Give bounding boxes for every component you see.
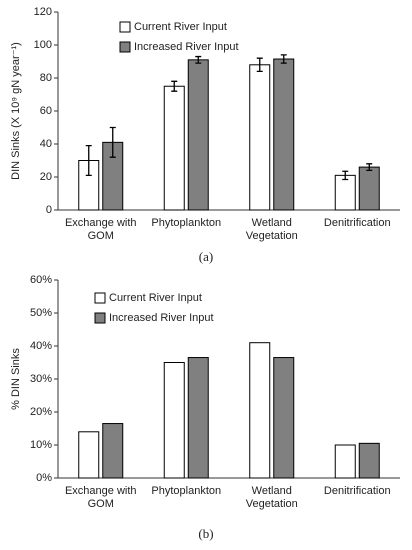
bar bbox=[273, 58, 295, 211]
y-axis-label: DIN Sinks (X 10⁹ gN year⁻¹) bbox=[10, 42, 22, 180]
bar bbox=[249, 64, 271, 211]
bar bbox=[334, 444, 356, 479]
caption: (a) bbox=[199, 249, 213, 264]
y-tick-label: 40 bbox=[40, 138, 52, 150]
y-tick-label: 0 bbox=[46, 204, 52, 216]
x-tick-label: Wetland bbox=[252, 485, 292, 497]
error-bar bbox=[256, 57, 263, 73]
y-tick-label: 50% bbox=[30, 307, 52, 319]
error-bar bbox=[171, 80, 178, 92]
y-tick-label: 60 bbox=[40, 105, 52, 117]
x-tick-label: Vegetation bbox=[246, 498, 298, 510]
bar bbox=[273, 357, 295, 479]
y-tick-label: 0% bbox=[36, 472, 52, 484]
y-tick-label: 60% bbox=[30, 274, 52, 286]
x-tick-label: Denitrification bbox=[324, 485, 391, 497]
bar bbox=[358, 442, 380, 479]
legend-swatch bbox=[119, 41, 131, 53]
bar bbox=[78, 431, 100, 479]
caption: (b) bbox=[198, 526, 213, 541]
y-tick-label: 10% bbox=[30, 439, 52, 451]
legend-label: Increased River Input bbox=[134, 41, 239, 53]
legend-swatch bbox=[94, 312, 106, 324]
y-tick-label: 20% bbox=[30, 406, 52, 418]
legend-label: Current River Input bbox=[109, 292, 202, 304]
error-bar bbox=[342, 170, 349, 181]
bar bbox=[187, 59, 209, 211]
error-bar bbox=[366, 163, 373, 172]
error-bar bbox=[195, 55, 202, 64]
bar bbox=[163, 85, 185, 211]
y-axis-label: % DIN Sinks bbox=[10, 348, 22, 410]
legend-label: Current River Input bbox=[134, 21, 227, 33]
x-tick-label: Exchange with bbox=[65, 217, 137, 229]
bar bbox=[334, 174, 356, 211]
y-tick-label: 40% bbox=[30, 340, 52, 352]
y-tick-label: 100 bbox=[34, 39, 52, 51]
x-tick-label: GOM bbox=[88, 498, 114, 510]
x-tick-label: GOM bbox=[88, 230, 114, 242]
x-tick-label: Denitrification bbox=[324, 217, 391, 229]
error-bar bbox=[280, 54, 287, 64]
bar bbox=[102, 423, 124, 479]
y-tick-label: 80 bbox=[40, 72, 52, 84]
legend-swatch bbox=[119, 21, 131, 33]
bar bbox=[187, 357, 209, 479]
error-bar bbox=[109, 126, 116, 158]
legend-label: Increased River Input bbox=[109, 312, 214, 324]
x-tick-label: Vegetation bbox=[246, 230, 298, 242]
x-tick-label: Phytoplankton bbox=[151, 485, 221, 497]
y-tick-label: 30% bbox=[30, 373, 52, 385]
x-tick-label: Phytoplankton bbox=[151, 217, 221, 229]
x-tick-label: Exchange with bbox=[65, 485, 137, 497]
bar bbox=[358, 166, 380, 211]
y-tick-label: 20 bbox=[40, 171, 52, 183]
x-tick-label: Wetland bbox=[252, 217, 292, 229]
y-tick-label: 120 bbox=[34, 6, 52, 18]
error-bar bbox=[85, 145, 92, 176]
legend-swatch bbox=[94, 292, 106, 304]
bar bbox=[163, 362, 185, 479]
bar bbox=[249, 342, 271, 479]
